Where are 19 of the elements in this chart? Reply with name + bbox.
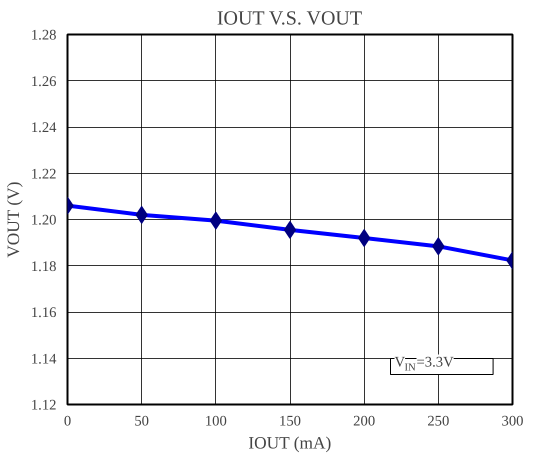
x-tick-label: 300: [502, 414, 524, 430]
y-tick-label: 1.24: [30, 120, 58, 136]
y-tick-label: 1.20: [30, 212, 57, 228]
x-axis-title: IOUT (mA): [248, 434, 332, 452]
y-tick-label: 1.18: [30, 258, 57, 275]
y-tick-label: 1.16: [30, 305, 57, 321]
x-tick-label: 250: [427, 414, 450, 430]
x-tick-label: 50: [134, 414, 149, 430]
x-tick-label: 100: [204, 414, 227, 430]
x-tick-label: 0: [64, 414, 72, 430]
y-tick-label: 1.22: [30, 166, 57, 182]
y-tick-label: 1.14: [30, 351, 58, 368]
x-tick-label: 150: [279, 414, 301, 430]
x-tick-label: 200: [353, 414, 376, 430]
y-tick-label: 1.26: [30, 74, 57, 90]
y-tick-label: 1.12: [30, 398, 57, 414]
y-axis-title: VOUT (V): [4, 181, 23, 258]
y-tick-label: 1.28: [30, 28, 57, 44]
chart-title: IOUT V.S. VOUT: [216, 8, 362, 30]
